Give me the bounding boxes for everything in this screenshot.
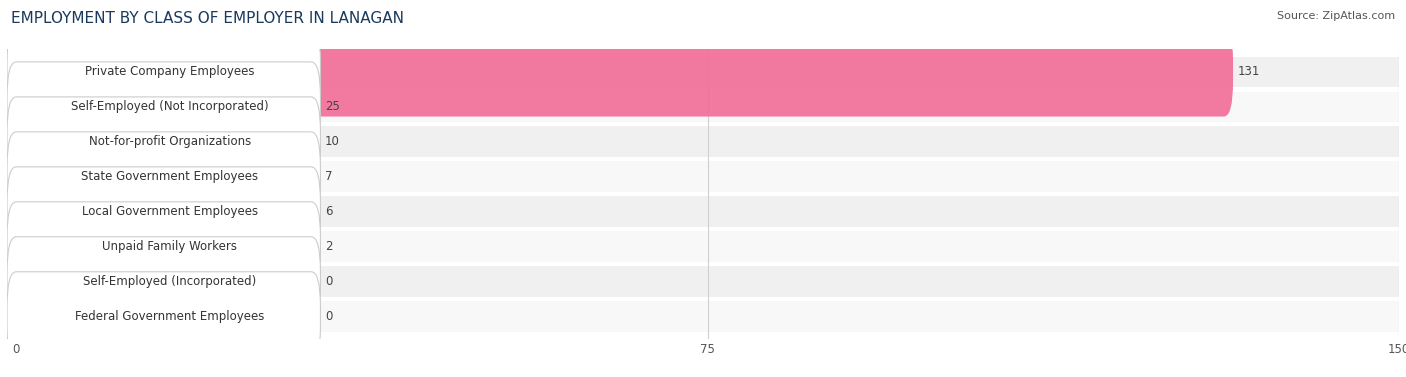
Bar <box>17 267 1399 297</box>
FancyBboxPatch shape <box>7 27 1233 116</box>
FancyBboxPatch shape <box>7 272 321 362</box>
Bar <box>17 92 1399 122</box>
Bar <box>17 161 1399 192</box>
FancyBboxPatch shape <box>7 97 118 187</box>
Text: 0: 0 <box>325 275 332 288</box>
Text: Federal Government Employees: Federal Government Employees <box>75 310 264 323</box>
FancyBboxPatch shape <box>7 167 80 256</box>
FancyBboxPatch shape <box>7 202 321 291</box>
FancyBboxPatch shape <box>7 132 321 221</box>
Text: Self-Employed (Not Incorporated): Self-Employed (Not Incorporated) <box>70 100 269 113</box>
Text: Self-Employed (Incorporated): Self-Employed (Incorporated) <box>83 275 256 288</box>
FancyBboxPatch shape <box>7 27 321 116</box>
FancyBboxPatch shape <box>7 167 321 256</box>
FancyBboxPatch shape <box>7 202 44 291</box>
Bar <box>17 301 1399 332</box>
Text: Source: ZipAtlas.com: Source: ZipAtlas.com <box>1277 11 1395 21</box>
FancyBboxPatch shape <box>7 62 256 152</box>
Text: 131: 131 <box>1237 65 1260 78</box>
Text: State Government Employees: State Government Employees <box>82 170 259 183</box>
FancyBboxPatch shape <box>7 272 276 362</box>
Text: 7: 7 <box>325 170 333 183</box>
Text: EMPLOYMENT BY CLASS OF EMPLOYER IN LANAGAN: EMPLOYMENT BY CLASS OF EMPLOYER IN LANAG… <box>11 11 405 26</box>
FancyBboxPatch shape <box>7 237 321 326</box>
Text: 6: 6 <box>325 205 333 218</box>
Text: 2: 2 <box>325 240 333 253</box>
Bar <box>17 196 1399 227</box>
Text: 10: 10 <box>325 135 340 148</box>
FancyBboxPatch shape <box>7 62 321 152</box>
Text: Not-for-profit Organizations: Not-for-profit Organizations <box>89 135 250 148</box>
Bar <box>17 126 1399 157</box>
Text: Unpaid Family Workers: Unpaid Family Workers <box>103 240 238 253</box>
Text: Local Government Employees: Local Government Employees <box>82 205 257 218</box>
FancyBboxPatch shape <box>7 237 276 326</box>
Text: 0: 0 <box>325 310 332 323</box>
Bar <box>17 57 1399 87</box>
FancyBboxPatch shape <box>7 97 321 187</box>
Bar <box>17 231 1399 262</box>
Text: 25: 25 <box>325 100 340 113</box>
Text: Private Company Employees: Private Company Employees <box>84 65 254 78</box>
FancyBboxPatch shape <box>7 132 90 221</box>
